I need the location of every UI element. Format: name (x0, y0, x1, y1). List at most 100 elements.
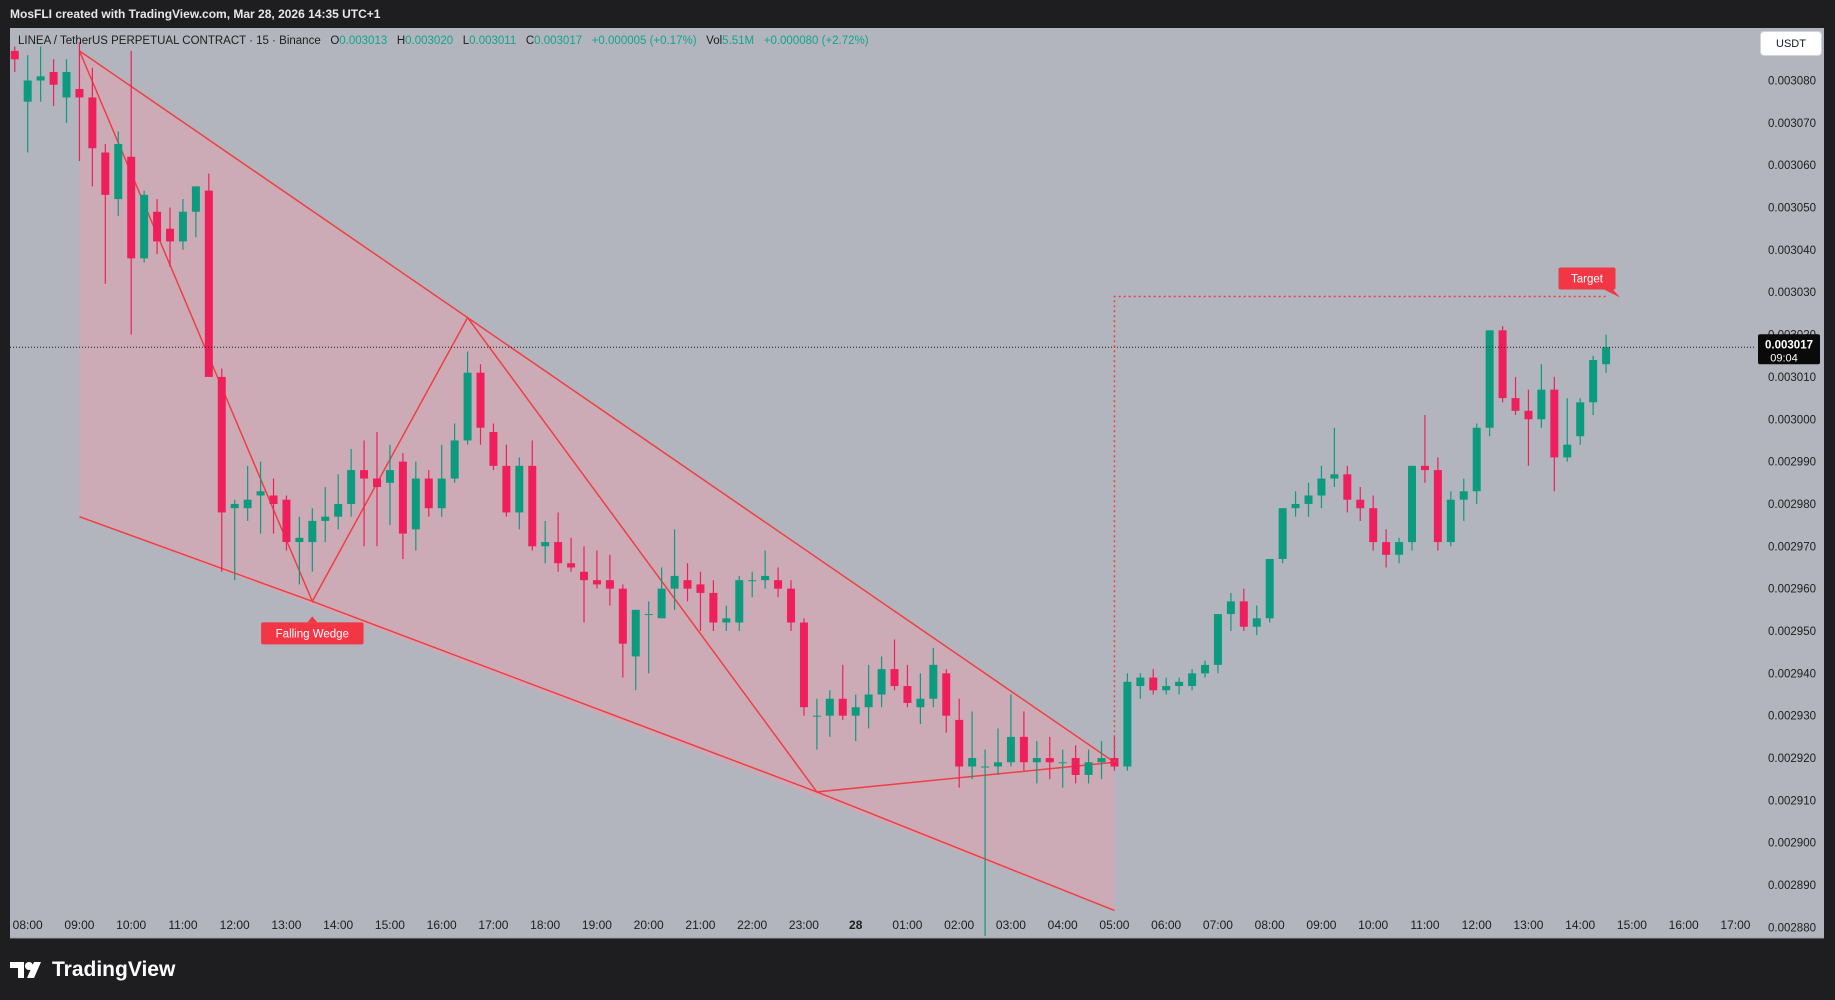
candle (204, 173, 213, 377)
candle (722, 605, 731, 631)
candle-body (1563, 444, 1572, 458)
candle (515, 457, 524, 530)
candle (463, 351, 472, 445)
legend-volume-value: 5.51M (722, 35, 755, 47)
candle (838, 664, 847, 720)
candle-body (424, 478, 433, 509)
candle (1019, 711, 1028, 771)
candle-body (295, 537, 304, 543)
candle-body (554, 542, 563, 564)
candle (683, 563, 692, 602)
candle-body (140, 194, 149, 259)
candles-layer (10, 42, 1611, 936)
time-tick-label: 10:00 (116, 918, 146, 932)
legend-volume-label: Vol (706, 35, 723, 47)
candle-body (1589, 359, 1598, 403)
candle-body (1472, 427, 1481, 492)
symbol-legend: LINEA / TetherUS PERPETUAL CONTRACT · 15… (18, 35, 869, 47)
currency-button[interactable]: USDT (1760, 31, 1822, 56)
candle-body (1395, 542, 1404, 555)
falling-wedge-label-text: Falling Wedge (276, 628, 349, 640)
price-tick-label: 0.003080 (1768, 76, 1816, 88)
time-tick-label: 07:00 (1203, 918, 1233, 932)
time-tick-label: 09:00 (64, 918, 94, 932)
candle-body (1369, 508, 1378, 543)
candle-body (334, 503, 343, 517)
candle (1408, 465, 1417, 551)
candle (166, 207, 175, 267)
candle-body (230, 503, 239, 509)
price-tick-label: 0.002950 (1768, 626, 1816, 638)
legend-close-label: C (525, 35, 535, 47)
candle (851, 694, 860, 742)
candle-body (360, 470, 369, 479)
candle-body (1019, 736, 1028, 763)
falling-wedge-lower-line (312, 600, 818, 793)
time-tick-label: 01:00 (892, 918, 922, 932)
candle-body (166, 228, 175, 242)
target-label: Target (1558, 267, 1620, 298)
candle (360, 440, 369, 547)
price-tick-label: 0.003070 (1768, 118, 1816, 130)
candle (709, 580, 718, 631)
time-tick-label: 15:00 (375, 918, 405, 932)
price-tick-label: 0.002890 (1768, 880, 1816, 892)
time-tick-label: 08:00 (13, 918, 43, 932)
time-tick-label: 05:00 (1099, 918, 1129, 932)
candle-body (722, 618, 731, 623)
candle-body (1084, 762, 1093, 775)
candle-body (153, 211, 162, 242)
time-tick-label: 12:00 (220, 918, 250, 932)
candle-body (528, 465, 537, 547)
price-tick-label: 0.002880 (1768, 922, 1816, 934)
candle (799, 618, 808, 716)
time-tick-label: 03:00 (996, 918, 1026, 932)
last-price-value: 0.003017 (1765, 339, 1813, 351)
candle-body (981, 766, 990, 768)
time-tick-label: 11:00 (1410, 918, 1439, 932)
candle-body (450, 440, 459, 479)
falling-wedge-lower-line (79, 515, 313, 603)
time-tick-label: 09:00 (1306, 918, 1336, 932)
candle-body (929, 664, 938, 699)
candle-body (1304, 495, 1313, 504)
candle (321, 487, 330, 543)
candle-body (761, 575, 770, 581)
candle-body (1343, 474, 1352, 500)
candle (1537, 364, 1546, 428)
candle (75, 42, 84, 161)
candle (955, 698, 964, 788)
candle-body (1278, 508, 1287, 560)
candle-body (373, 478, 382, 488)
candle (373, 431, 382, 547)
candle (890, 639, 899, 691)
candle-body (1576, 402, 1585, 437)
candle (437, 444, 446, 517)
candle-body (308, 520, 317, 543)
candle-body (567, 563, 576, 568)
legend-volume-change: +0.000080 (+2.72%) (763, 35, 869, 47)
candle (554, 512, 563, 572)
candle-body (256, 491, 265, 496)
candle (1226, 592, 1235, 631)
time-tick-label: 23:00 (789, 918, 819, 932)
candle (1382, 529, 1391, 568)
candle (1356, 487, 1365, 521)
candle (1201, 660, 1210, 678)
candle (1188, 669, 1197, 691)
candle-body (1071, 758, 1080, 775)
target-label-text: Target (1571, 273, 1604, 285)
candle (1136, 673, 1145, 699)
time-tick-label: 12:00 (1462, 918, 1492, 932)
candle (191, 186, 200, 238)
falling-wedge-upper-line (467, 317, 1115, 763)
time-tick-label: 06:00 (1151, 918, 1181, 932)
legend-low-label: L (462, 35, 470, 47)
candle-body (787, 588, 796, 623)
falling-wedge-lower-line (816, 791, 1115, 912)
candle (411, 461, 420, 551)
candle (696, 571, 705, 631)
candle-body (1498, 330, 1507, 399)
candle (761, 550, 770, 589)
